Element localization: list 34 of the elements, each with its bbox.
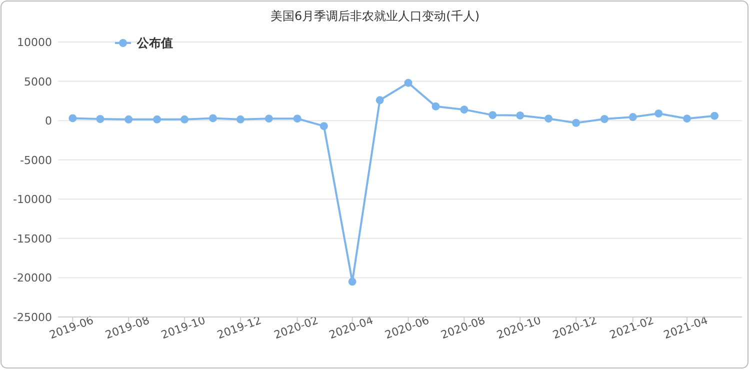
point (348, 278, 356, 286)
y-tick-label: -15000 (13, 232, 52, 246)
legend-label: 公布值 (136, 36, 173, 50)
point (654, 110, 663, 118)
point (572, 118, 580, 127)
point (488, 111, 497, 120)
point (293, 114, 302, 123)
point (320, 122, 328, 130)
point (208, 114, 217, 122)
point (153, 115, 162, 124)
point (404, 78, 412, 87)
point (376, 96, 384, 104)
y-tick-label: -20000 (13, 272, 52, 285)
point (236, 115, 244, 124)
chart-title: 美国6月季调后非农就业人口变动(千人) (270, 9, 480, 23)
point (68, 114, 77, 122)
point (432, 102, 440, 110)
y-tick-label: -5000 (20, 154, 52, 167)
y-tick-label: -10000 (13, 193, 52, 206)
point (180, 115, 189, 124)
y-tick-label: 10000 (17, 36, 52, 49)
point (544, 114, 553, 123)
point (264, 114, 273, 123)
y-tick-label: 0 (45, 114, 52, 128)
point (460, 106, 468, 114)
point (682, 114, 691, 123)
point (124, 115, 133, 124)
point (628, 113, 637, 122)
y-tick-label: -25000 (13, 311, 52, 324)
point (710, 112, 718, 120)
y-tick-label: 5000 (24, 75, 52, 88)
point (516, 111, 524, 120)
point (96, 115, 104, 123)
point (600, 115, 608, 123)
